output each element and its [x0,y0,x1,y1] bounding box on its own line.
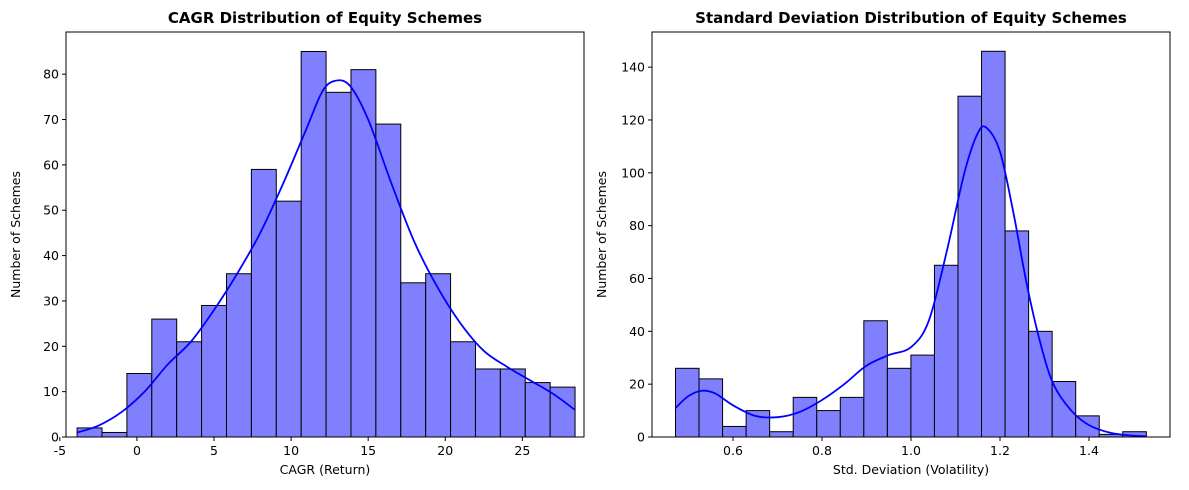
cagr-histogram-bar [250,168,277,438]
cagr-chart-title: CAGR Distribution of Equity Schemes [168,9,482,27]
cagr-histogram-bar [176,341,203,438]
cagr-histogram-bar [400,282,427,438]
cagr-y-axis-label: Number of Schemes [8,171,23,298]
stddev-x-tick-label: 1.2 [990,443,1010,458]
cagr-y-tick-label: 40 [43,248,59,263]
stddev-histogram-bar [674,367,700,438]
cagr-y-tick-label: 50 [43,203,59,218]
stddev-histogram-bar [1004,230,1030,438]
cagr-x-axis-label: CAGR (Return) [280,462,371,477]
stddev-histogram-bar [792,396,818,438]
stddev-kde-line [674,125,1147,438]
cagr-x-tick-label: -5 [54,443,66,458]
stddev-chart-title: Standard Deviation Distribution of Equit… [695,9,1127,27]
stddev-y-axis-label: Number of Schemes [594,171,609,298]
cagr-histogram-bar [425,273,452,438]
stddev-y-tick-label: 120 [621,112,645,127]
stddev-chart: 0.6 0.8 1.0 1.2 1.4 0 20 40 60 80 100 120 140 Standar… [594,9,1171,477]
stddev-y-tick-label: 60 [629,271,645,286]
cagr-y-tick-label: 70 [43,112,59,127]
stddev-y-tick-label: 100 [621,165,645,180]
cagr-x-tick-label: 15 [360,443,376,458]
cagr-histogram-bar [325,91,352,438]
stddev-y-tick-label: 20 [629,377,645,392]
cagr-kde-line [76,79,576,434]
cagr-histogram-bar [375,123,402,438]
cagr-histogram-bar [101,431,128,438]
stddev-histogram-bar [698,378,724,438]
cagr-histogram-bar [225,273,252,438]
cagr-x-tick-label: 0 [133,443,141,458]
cagr-histogram-bar [201,304,227,438]
stddev-y-tick-label: 40 [629,324,645,339]
stddev-x-tick-label: 1.4 [1079,443,1099,458]
stddev-histogram-bar [769,431,794,438]
cagr-y-tick-label: 10 [43,384,59,399]
cagr-histogram-bar [474,368,501,438]
cagr-y-tick-label: 60 [43,157,59,172]
cagr-x-tick-label: 25 [514,443,530,458]
cagr-histogram-bar [499,368,526,438]
stddev-histogram-bar [1028,330,1053,438]
cagr-y-tick-label: 80 [43,67,59,82]
stddev-histogram-bar [910,354,935,438]
stddev-histogram-bar [722,425,747,438]
stddev-histogram-bar [957,95,983,438]
cagr-x-tick-label: 10 [283,443,299,458]
stddev-histogram-bar [839,396,865,438]
cagr-axes-frame [65,31,585,438]
stddev-x-tick-label: 0.6 [723,443,743,458]
cagr-y-tick-label: 30 [43,293,59,308]
stddev-histogram-bar [816,410,841,438]
stddev-x-tick-label: 1.0 [901,443,921,458]
stddev-histogram-bar [863,320,888,438]
cagr-y-tick-label: 0 [51,430,59,445]
stddev-x-tick-label: 0.8 [812,443,832,458]
stddev-y-tick-label: 80 [629,218,645,233]
stddev-histogram-bar [886,367,912,438]
stddev-x-axis-label: Std. Deviation (Volatility) [833,462,989,477]
cagr-histogram-bar [275,200,302,438]
cagr-histogram-bar [350,69,377,438]
stddev-y-tick-label: 0 [637,430,645,445]
stddev-histogram-bar [981,50,1006,438]
cagr-histogram-bar [450,341,476,438]
cagr-x-tick-label: 5 [210,443,218,458]
cagr-y-tick-label: 20 [43,339,59,354]
cagr-x-tick-label: 20 [437,443,453,458]
stddev-y-tick-label: 140 [621,60,645,75]
